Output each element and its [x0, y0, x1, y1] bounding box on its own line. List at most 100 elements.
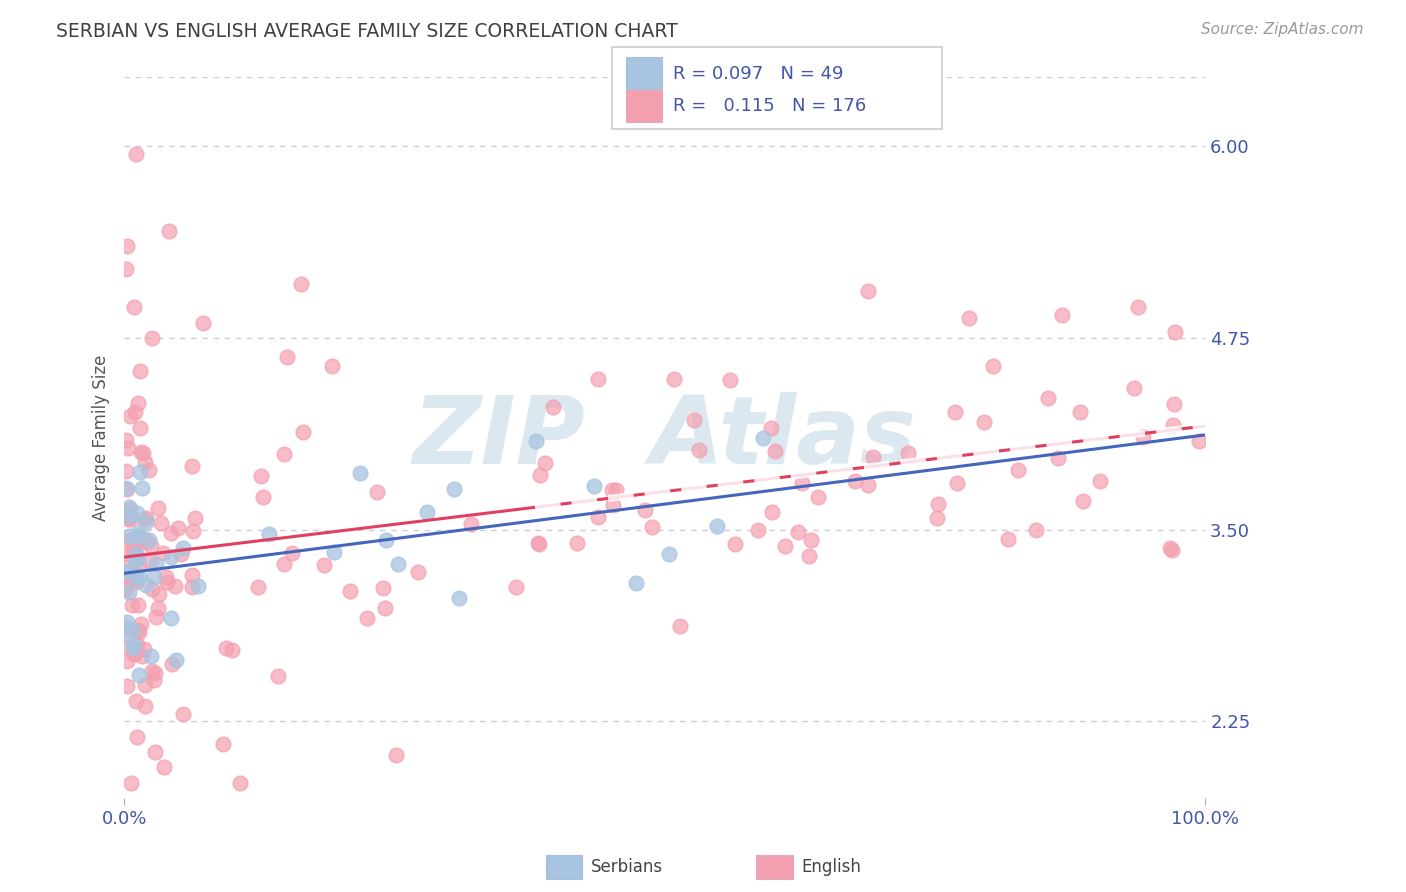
- Point: [276, 351, 298, 365]
- Point: [155, 570, 177, 584]
- Point: [125, 730, 148, 744]
- Point: [524, 434, 547, 448]
- Point: [127, 526, 149, 541]
- Point: [149, 516, 172, 530]
- Point: [132, 642, 155, 657]
- Point: [856, 478, 879, 492]
- Point: [138, 533, 160, 548]
- Point: [124, 405, 146, 419]
- Point: [120, 776, 142, 790]
- Point: [927, 497, 949, 511]
- Point: [141, 648, 163, 663]
- Point: [662, 372, 685, 386]
- Point: [127, 396, 149, 410]
- Point: [117, 623, 139, 637]
- Point: [443, 482, 465, 496]
- Point: [120, 409, 142, 424]
- Point: [115, 615, 138, 630]
- Point: [114, 507, 136, 521]
- Point: [120, 575, 142, 590]
- Point: [927, 511, 949, 525]
- Point: [141, 664, 163, 678]
- Point: [114, 582, 136, 597]
- Point: [135, 515, 157, 529]
- Point: [862, 450, 884, 464]
- Point: [142, 673, 165, 687]
- Point: [541, 400, 564, 414]
- Point: [148, 587, 170, 601]
- Point: [128, 624, 150, 639]
- Point: [752, 431, 775, 445]
- Point: [212, 738, 235, 752]
- Point: [117, 239, 139, 253]
- Point: [127, 623, 149, 637]
- Point: [387, 557, 409, 571]
- Point: [1025, 523, 1047, 537]
- Point: [138, 554, 160, 568]
- Point: [122, 638, 145, 652]
- Text: Serbians: Serbians: [591, 858, 662, 876]
- Point: [142, 570, 165, 584]
- Text: English: English: [801, 858, 862, 876]
- Point: [134, 455, 156, 469]
- Point: [172, 541, 194, 555]
- Point: [291, 425, 314, 440]
- Point: [132, 531, 155, 545]
- Point: [167, 521, 190, 535]
- Point: [117, 482, 139, 496]
- Point: [290, 277, 312, 292]
- Point: [797, 549, 820, 563]
- Point: [252, 490, 274, 504]
- Point: [856, 285, 879, 299]
- Point: [761, 505, 783, 519]
- Point: [447, 591, 470, 606]
- Point: [122, 624, 145, 638]
- Point: [125, 147, 148, 161]
- Point: [120, 512, 142, 526]
- Point: [786, 524, 808, 539]
- Point: [127, 506, 149, 520]
- Point: [800, 533, 823, 548]
- Point: [120, 509, 142, 524]
- Point: [266, 669, 288, 683]
- Point: [339, 583, 361, 598]
- Point: [145, 610, 167, 624]
- Point: [191, 316, 214, 330]
- Point: [125, 574, 148, 589]
- Point: [129, 617, 152, 632]
- Text: Source: ZipAtlas.com: Source: ZipAtlas.com: [1201, 22, 1364, 37]
- Point: [114, 629, 136, 643]
- Point: [897, 446, 920, 460]
- Point: [641, 519, 664, 533]
- Point: [129, 532, 152, 546]
- Point: [973, 415, 995, 429]
- Point: [773, 539, 796, 553]
- Point: [1188, 434, 1211, 449]
- Point: [634, 503, 657, 517]
- Point: [624, 576, 647, 591]
- Point: [145, 558, 167, 572]
- Point: [724, 537, 747, 551]
- Point: [124, 550, 146, 565]
- Point: [121, 598, 143, 612]
- Point: [156, 574, 179, 589]
- Point: [122, 642, 145, 657]
- Point: [1128, 300, 1150, 314]
- Point: [115, 679, 138, 693]
- Point: [135, 510, 157, 524]
- Text: R =   0.115   N = 176: R = 0.115 N = 176: [673, 97, 866, 115]
- Point: [312, 558, 335, 573]
- Point: [582, 479, 605, 493]
- Point: [160, 611, 183, 625]
- Point: [763, 444, 786, 458]
- Point: [183, 511, 205, 525]
- Point: [134, 698, 156, 713]
- Point: [114, 581, 136, 595]
- Point: [129, 421, 152, 435]
- Point: [806, 490, 828, 504]
- Point: [1088, 475, 1111, 489]
- Point: [143, 665, 166, 680]
- Point: [132, 445, 155, 459]
- Point: [567, 536, 589, 550]
- Point: [122, 641, 145, 656]
